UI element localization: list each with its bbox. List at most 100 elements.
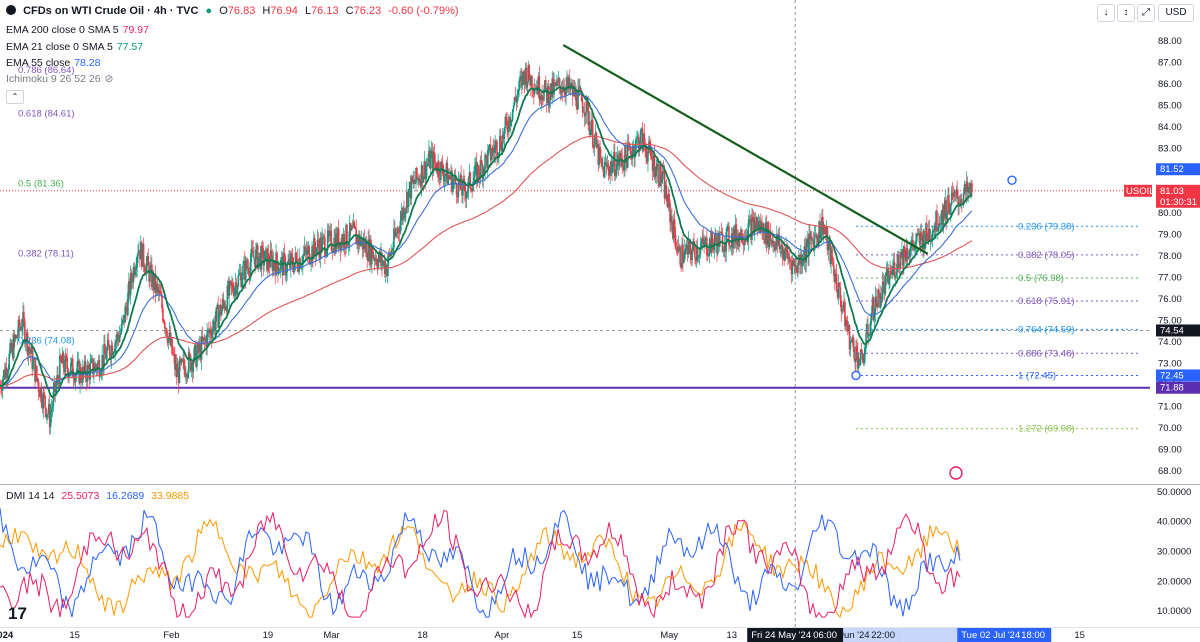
candle-body — [814, 234, 817, 236]
candle-body — [821, 217, 823, 232]
candle-body — [506, 121, 508, 130]
candle-body — [422, 176, 425, 183]
candle-body — [198, 344, 201, 353]
alert-icon — [949, 466, 963, 480]
symbol-title[interactable]: CFDs on WTI Crude Oil · 4h · TVC — [23, 5, 199, 17]
candle-body — [251, 248, 253, 251]
candle-body — [101, 355, 103, 372]
candle-body — [122, 315, 125, 321]
candle-body — [701, 237, 704, 245]
candle-body — [741, 229, 743, 243]
candle-body — [605, 162, 608, 167]
candle-body — [166, 336, 169, 343]
price-tick-label: 71.00 — [1158, 402, 1182, 413]
price-tick-label: 77.00 — [1158, 273, 1182, 284]
candle-body — [926, 223, 928, 236]
scroll-down-icon[interactable]: ↓ — [1097, 4, 1115, 22]
candle-body — [159, 290, 161, 295]
candle-body — [911, 240, 913, 247]
candle-body — [732, 228, 735, 249]
candle-body — [651, 159, 654, 171]
candle-body — [7, 368, 10, 374]
candle-body — [480, 159, 483, 164]
indicator-ema200[interactable]: EMA 200 close 0 SMA 5 79.97 — [6, 24, 149, 36]
candle-body — [926, 235, 929, 241]
candle-body — [559, 85, 562, 94]
candle-body — [936, 210, 938, 232]
indicator-ema55[interactable]: EMA 55 close 78.28 — [6, 57, 101, 69]
candle-body — [498, 136, 501, 153]
candle-body — [353, 222, 356, 227]
candle-body — [317, 239, 320, 247]
candle-body — [77, 360, 80, 362]
candle-body — [267, 253, 270, 265]
indicator-ema21[interactable]: EMA 21 close 0 SMA 5 77.57 — [6, 41, 144, 53]
candle-body — [539, 98, 542, 101]
candle-body — [826, 227, 829, 251]
candle-body — [568, 77, 570, 88]
candle-body — [855, 346, 857, 363]
candle-body — [560, 90, 563, 94]
candle-body — [452, 179, 455, 182]
candle-body — [720, 231, 723, 234]
candle-body — [345, 224, 347, 248]
candle-body — [161, 295, 163, 309]
candle-body — [850, 340, 853, 342]
candle-body — [217, 304, 219, 328]
candle-body — [495, 141, 497, 146]
price-tag — [1156, 324, 1200, 337]
price-tag-label: 01:30:31 — [1160, 197, 1197, 208]
candle-body — [753, 221, 756, 232]
candle-body — [121, 320, 124, 325]
candle-body — [179, 359, 182, 364]
candle-body — [683, 259, 685, 263]
fib-left-label: 0.618 (84.61) — [18, 109, 75, 120]
candle-body — [389, 253, 392, 257]
candle-body — [221, 299, 224, 309]
candle-body — [695, 247, 698, 261]
candle-body — [465, 193, 468, 199]
candle-body — [352, 222, 355, 228]
currency-button[interactable]: USD — [1158, 4, 1194, 22]
fib-anchor-point — [1007, 175, 1017, 185]
symbol-tag — [1124, 184, 1152, 197]
indicator-ichimoku[interactable]: Ichimoku 9 26 52 26 ⊘ — [6, 73, 114, 85]
candle-body — [239, 272, 242, 274]
candle-body — [564, 92, 566, 96]
candle-body — [790, 262, 793, 275]
candle-body — [129, 273, 132, 296]
candle-body — [871, 297, 874, 313]
candle-body — [593, 138, 596, 148]
collapse-legend-button[interactable]: ⌃ — [6, 90, 24, 104]
candle-body — [785, 246, 787, 255]
candle-body — [627, 142, 630, 148]
candle-body — [895, 271, 898, 276]
expand-icon[interactable]: ⤢ — [1137, 4, 1155, 22]
candle-body — [554, 82, 556, 83]
price-scale-area — [1150, 0, 1200, 642]
candle-body — [385, 265, 388, 277]
hidden-eye-icon[interactable]: ⊘ — [104, 73, 114, 85]
scale-icon[interactable]: ↕ — [1117, 4, 1135, 22]
candle-body — [391, 250, 393, 252]
candle-body — [935, 210, 937, 232]
candle-body — [657, 163, 659, 183]
candle-body — [254, 257, 256, 268]
candle-body — [212, 320, 215, 329]
candle-body — [79, 367, 81, 384]
candle-body — [382, 263, 384, 266]
candle-body — [688, 240, 691, 245]
candle-body — [520, 76, 522, 80]
candle-body — [453, 174, 456, 180]
candle-body — [484, 154, 486, 172]
candle-body — [105, 349, 108, 360]
candle-body — [601, 158, 603, 167]
candle-body — [852, 337, 855, 347]
ohlc-low: L76.13 — [304, 5, 339, 17]
indicator-dmi[interactable]: DMI 14 14 25.5073 16.2689 33.9885 — [6, 490, 190, 502]
candle-body — [856, 346, 858, 352]
candle-body — [466, 189, 469, 194]
candle-body — [929, 239, 932, 241]
candle-body — [620, 153, 623, 159]
